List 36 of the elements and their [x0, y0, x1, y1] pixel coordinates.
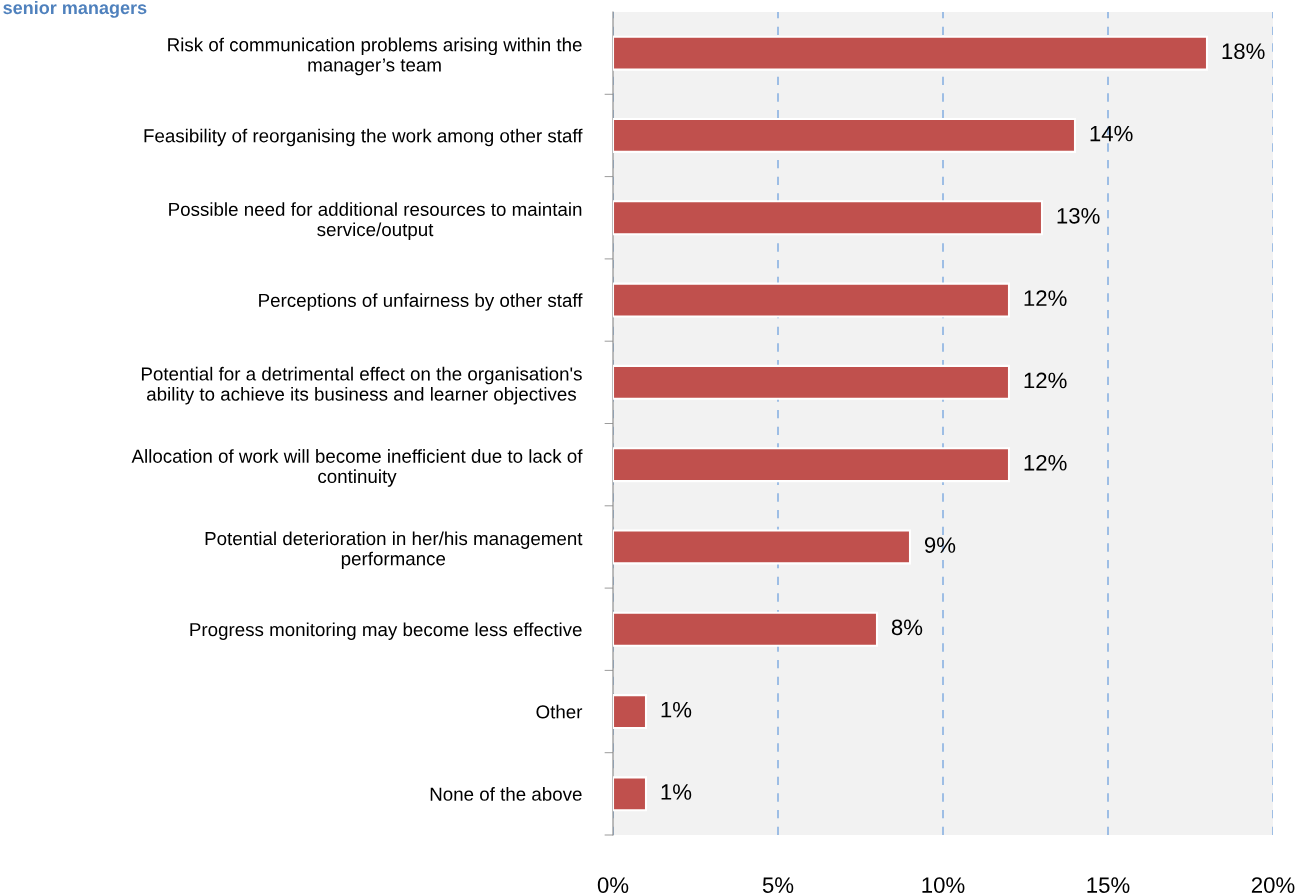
x-tick-label: 15%	[1087, 877, 1130, 893]
y-tick-label: Risk of communication problems arising within the manager’s team	[168, 37, 582, 76]
x-tick-label: 5%	[762, 877, 794, 893]
y-tick-label: Allocation of work will become inefficient due to lack of continuity	[131, 449, 583, 487]
data-label: 12%	[1024, 290, 1067, 306]
x-tick-label: 10%	[922, 877, 965, 893]
data-label: 8%	[891, 619, 923, 636]
bar	[613, 200, 1044, 236]
bar	[613, 447, 1011, 483]
data-label: 13%	[1057, 207, 1100, 224]
data-label: 9%	[924, 537, 956, 553]
data-label: 12%	[1024, 372, 1067, 389]
y-tick-label: Progress monitoring may become less effective	[190, 622, 582, 640]
data-label: 1%	[661, 784, 692, 800]
y-tick-label: Possible need for additional resources to maintain service/output	[169, 202, 582, 240]
bar	[613, 364, 1011, 400]
y-tick-label: Other	[536, 704, 583, 719]
y-tick-label: Feasibility of reorganising the work among other staff	[144, 128, 583, 147]
y-tick-label: Potential deterioration in her/his management performance	[205, 531, 583, 570]
x-tick-label: 0%	[597, 877, 629, 893]
bar	[613, 35, 1209, 71]
bar	[613, 117, 1077, 153]
data-label: 18%	[1222, 43, 1265, 60]
bar	[613, 611, 879, 647]
bar	[613, 694, 648, 730]
data-label: 12%	[1024, 454, 1067, 471]
data-label: 14%	[1090, 125, 1133, 142]
y-tick-label: Potential for a detrimental effect on the organisation's ability to achieve its business and learner objectives	[141, 366, 582, 405]
bar	[613, 282, 1011, 318]
x-tick-label: 20%	[1251, 877, 1295, 893]
bar	[613, 529, 912, 565]
data-label: 1%	[661, 701, 692, 718]
text: senior managers	[3, 0, 147, 18]
bar	[613, 776, 648, 812]
y-tick-label: Perceptions of unfairness by other staff	[259, 293, 583, 311]
y-tick-label: None of the above	[430, 787, 582, 801]
